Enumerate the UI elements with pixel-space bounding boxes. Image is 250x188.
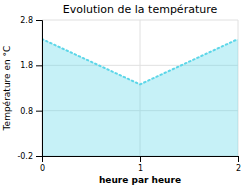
tick-mark bbox=[36, 20, 42, 21]
x-axis: 0 1 2 bbox=[40, 156, 241, 173]
area bbox=[42, 39, 238, 156]
tick-mark bbox=[36, 65, 42, 66]
tick: 1.8 bbox=[20, 61, 42, 70]
axis-line bbox=[36, 21, 43, 157]
tick: 0.8 bbox=[20, 107, 42, 116]
title: Evolution de la température bbox=[63, 3, 218, 16]
tick-mark bbox=[36, 156, 42, 157]
tick-label: 2 bbox=[236, 164, 241, 173]
tick: 1 bbox=[138, 156, 143, 173]
tick: 0 bbox=[40, 156, 45, 173]
tick-mark bbox=[238, 156, 239, 162]
line bbox=[42, 39, 238, 84]
plot: 0 1 2 -0.2 0.8 1.8 2.8 bbox=[17, 16, 241, 173]
x-axis-title: heure par heure bbox=[99, 175, 181, 185]
y-axis-title: Température en °C bbox=[2, 46, 12, 132]
tick-label: 0 bbox=[40, 164, 45, 173]
tick: 2.8 bbox=[20, 16, 42, 25]
tick: -0.2 bbox=[17, 152, 42, 161]
tick-label: 2.8 bbox=[20, 16, 33, 25]
tick-label: 0.8 bbox=[20, 107, 33, 116]
tick-label: 1.8 bbox=[20, 61, 33, 70]
y-axis: -0.2 0.8 1.8 2.8 bbox=[17, 16, 42, 161]
tick-label: -0.2 bbox=[17, 152, 33, 161]
tick-mark bbox=[140, 156, 141, 162]
tick: 2 bbox=[236, 156, 241, 173]
marks bbox=[42, 39, 238, 156]
axis-line bbox=[43, 157, 239, 163]
tick-label: 1 bbox=[138, 164, 143, 173]
tick-mark bbox=[36, 111, 42, 112]
grid bbox=[42, 20, 238, 156]
chart: 0 1 2 -0.2 0.8 1.8 2.8 Evolution de la températ… bbox=[0, 0, 250, 188]
